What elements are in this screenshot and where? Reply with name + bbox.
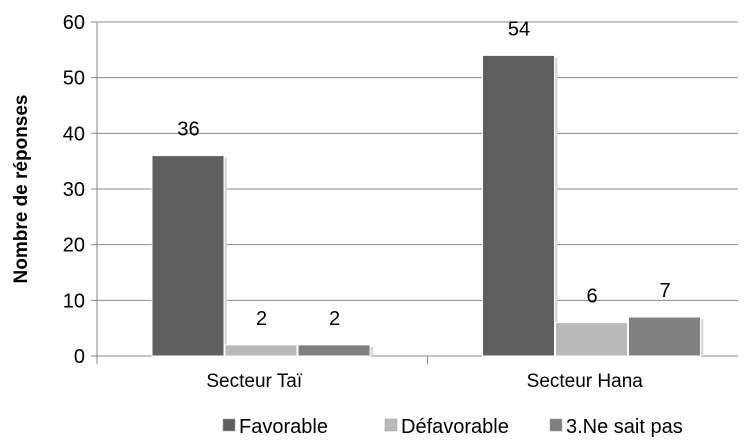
legend-label: Défavorable: [401, 416, 509, 438]
y-tick-label: 0: [74, 346, 85, 368]
data-label: 36: [177, 119, 199, 141]
legend-swatch: [222, 418, 236, 432]
y-tick-label: 20: [63, 235, 85, 257]
bar: [224, 344, 298, 357]
data-label: 54: [508, 18, 530, 40]
data-label: 2: [329, 308, 340, 330]
bar: [151, 155, 225, 357]
bar: [297, 344, 371, 357]
y-tick-labels: 0 10 20 30 40 50 60: [63, 12, 85, 368]
legend: Favorable Défavorable 3.Ne sait pas: [222, 416, 683, 438]
bar: [555, 322, 628, 357]
legend-label: Favorable: [239, 416, 328, 438]
y-tick-label: 10: [63, 290, 85, 312]
legend-swatch: [549, 418, 563, 432]
x-tick-labels: Secteur Taï Secteur Hana: [206, 371, 643, 392]
y-tick-label: 40: [63, 123, 85, 145]
x-tick-label: Secteur Taï: [206, 371, 302, 392]
bar: [628, 316, 701, 357]
y-tick-label: 60: [63, 12, 85, 34]
legend-label: 3.Ne sait pas: [566, 416, 683, 438]
data-label: 7: [659, 280, 670, 302]
data-label: 6: [586, 286, 597, 308]
y-tick-label: 30: [63, 179, 85, 201]
x-tick-label: Secteur Hana: [527, 371, 644, 392]
bar: [482, 54, 555, 357]
legend-swatch: [384, 418, 398, 432]
y-tick-label: 50: [63, 68, 85, 90]
data-label: 2: [256, 308, 267, 330]
bars: [151, 54, 704, 357]
y-axis-label: Nombre de réponses: [11, 95, 32, 284]
data-labels: 36 2 2 54 6 7: [177, 18, 670, 329]
